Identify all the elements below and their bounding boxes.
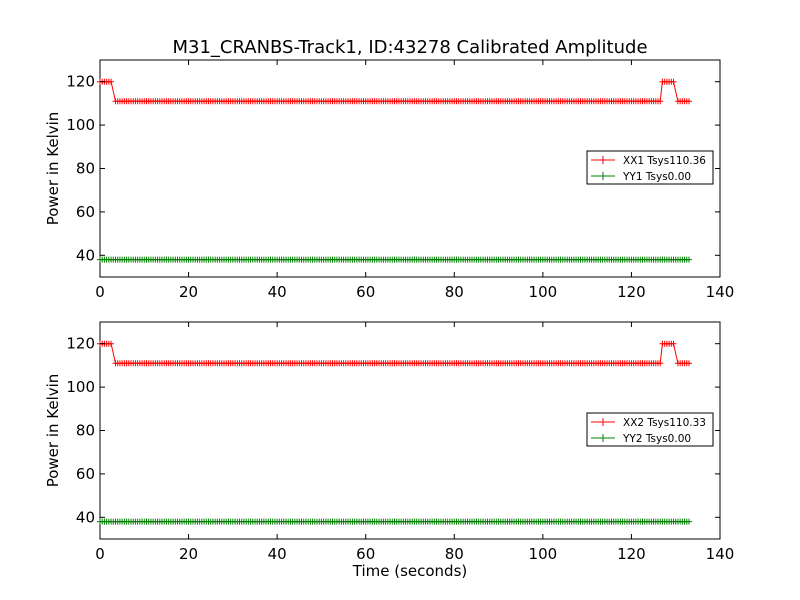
legend: XX2 Tsys110.33 YY2 Tsys0.00 — [586, 412, 714, 447]
x-tick-label: 20 — [179, 283, 198, 301]
y-tick-label: 80 — [76, 160, 95, 178]
data-point — [686, 98, 692, 105]
data-point — [670, 340, 677, 347]
x-tick-label: 0 — [95, 283, 105, 301]
legend: XX1 Tsys110.36 YY1 Tsys0.00 — [586, 150, 714, 185]
x-tick-label: 140 — [706, 283, 735, 301]
y-tick-label: 120 — [66, 335, 95, 353]
chart-title: M31_CRANBS-Track1, ID:43278 Calibrated A… — [172, 37, 647, 58]
y-tick-label: 120 — [66, 73, 95, 91]
data-point — [686, 518, 692, 525]
x-tick-label: 0 — [95, 545, 105, 563]
bottom-panel: 0 20 40 60 80 100 120 140 40 60 80 100 120 Power in … — [44, 321, 734, 580]
y-tick-label: 60 — [76, 203, 95, 221]
data-point — [657, 98, 664, 105]
x-tick-label: 120 — [617, 545, 646, 563]
x-tick-label: 100 — [529, 545, 558, 563]
data-point — [686, 256, 692, 263]
data-point — [108, 78, 115, 85]
legend-label-xx1: XX1 Tsys110.36 — [623, 155, 706, 167]
x-tick-label: 100 — [529, 283, 558, 301]
tick-layer: 0 20 40 60 80 100 120 140 40 60 80 100 120 — [66, 322, 734, 563]
y-tick-label: 100 — [66, 378, 95, 396]
data-point — [670, 78, 677, 85]
y-tick-label: 100 — [66, 116, 95, 134]
legend-box — [586, 150, 714, 185]
tick-layer: 0 20 40 60 80 100 120 140 40 60 80 100 120 — [66, 60, 734, 301]
x-tick-label: 60 — [356, 283, 375, 301]
y-tick-label: 60 — [76, 465, 95, 483]
x-tick-label: 20 — [179, 545, 198, 563]
x-tick-label: 80 — [445, 545, 464, 563]
legend-label-yy2: YY2 Tsys0.00 — [622, 433, 691, 445]
x-tick-label: 140 — [706, 545, 735, 563]
legend-box — [586, 412, 714, 447]
x-tick-label: 40 — [268, 283, 287, 301]
x-tick-label: 40 — [268, 545, 287, 563]
data-point — [108, 340, 115, 347]
data-point — [657, 360, 664, 367]
legend-label-yy1: YY1 Tsys0.00 — [622, 171, 691, 183]
data-point — [686, 360, 692, 367]
y-axis-label: Power in Kelvin — [44, 112, 62, 226]
x-tick-label: 60 — [356, 545, 375, 563]
x-tick-label: 80 — [445, 283, 464, 301]
series-layer — [97, 78, 692, 263]
x-axis-label: Time (seconds) — [352, 562, 468, 580]
y-tick-label: 40 — [76, 246, 95, 264]
top-panel: 0 20 40 60 80 100 120 140 40 60 80 100 120 Power in … — [44, 59, 734, 301]
series-layer — [97, 340, 692, 525]
x-tick-label: 120 — [617, 283, 646, 301]
y-axis-label: Power in Kelvin — [44, 374, 62, 488]
y-tick-label: 40 — [76, 508, 95, 526]
y-tick-label: 80 — [76, 422, 95, 440]
legend-label-xx2: XX2 Tsys110.33 — [623, 417, 706, 429]
